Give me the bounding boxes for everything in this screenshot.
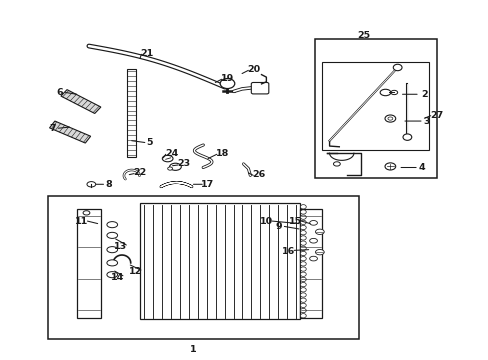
Ellipse shape: [379, 89, 390, 96]
Ellipse shape: [300, 246, 305, 251]
Ellipse shape: [300, 267, 305, 271]
Ellipse shape: [300, 236, 305, 240]
Ellipse shape: [300, 210, 305, 214]
Ellipse shape: [315, 229, 324, 234]
Ellipse shape: [384, 163, 395, 170]
Ellipse shape: [300, 220, 305, 225]
Bar: [126, 69, 135, 157]
Text: 27: 27: [429, 111, 442, 120]
Ellipse shape: [300, 272, 305, 276]
Ellipse shape: [300, 262, 305, 266]
Ellipse shape: [300, 303, 305, 307]
Ellipse shape: [107, 272, 117, 278]
Ellipse shape: [300, 257, 305, 261]
Ellipse shape: [107, 247, 117, 253]
Text: 22: 22: [133, 168, 146, 177]
Bar: [77, 208, 101, 318]
FancyBboxPatch shape: [251, 82, 268, 94]
Text: 2: 2: [420, 90, 427, 99]
Ellipse shape: [107, 260, 117, 266]
Text: 23: 23: [177, 159, 190, 168]
Ellipse shape: [300, 277, 305, 282]
Ellipse shape: [300, 288, 305, 292]
Ellipse shape: [300, 241, 305, 245]
Ellipse shape: [315, 249, 324, 255]
Ellipse shape: [402, 134, 411, 140]
Ellipse shape: [107, 222, 117, 228]
Polygon shape: [61, 90, 101, 113]
Text: 12: 12: [128, 267, 142, 276]
Text: 6: 6: [56, 88, 63, 97]
Bar: [322, 62, 428, 150]
Ellipse shape: [300, 231, 305, 235]
Ellipse shape: [220, 78, 234, 89]
Text: 25: 25: [356, 31, 369, 40]
Text: 16: 16: [281, 247, 294, 256]
Bar: [47, 196, 358, 339]
Text: 26: 26: [252, 170, 265, 179]
Ellipse shape: [309, 221, 317, 225]
Ellipse shape: [300, 225, 305, 230]
Ellipse shape: [387, 117, 392, 120]
Ellipse shape: [384, 115, 395, 122]
Text: 11: 11: [75, 217, 88, 226]
Text: 1: 1: [190, 345, 196, 354]
Text: 18: 18: [216, 149, 229, 158]
Ellipse shape: [300, 283, 305, 287]
Ellipse shape: [300, 298, 305, 302]
Text: 3: 3: [423, 117, 429, 126]
Ellipse shape: [83, 211, 90, 215]
Ellipse shape: [309, 256, 317, 261]
Ellipse shape: [169, 163, 181, 170]
Ellipse shape: [300, 293, 305, 297]
Bar: [300, 208, 322, 318]
Ellipse shape: [300, 204, 305, 209]
Text: 21: 21: [141, 49, 154, 58]
Text: 4: 4: [418, 163, 425, 172]
Ellipse shape: [309, 238, 317, 243]
Ellipse shape: [300, 309, 305, 313]
Ellipse shape: [300, 215, 305, 219]
Text: 24: 24: [164, 149, 178, 158]
Ellipse shape: [333, 162, 340, 166]
Ellipse shape: [392, 64, 401, 71]
Text: 15: 15: [288, 217, 302, 226]
Polygon shape: [49, 121, 90, 143]
Bar: [140, 203, 300, 319]
Ellipse shape: [107, 232, 117, 238]
Bar: [314, 39, 436, 178]
Ellipse shape: [390, 90, 397, 95]
Text: 5: 5: [146, 138, 153, 147]
Ellipse shape: [162, 156, 173, 162]
Text: 17: 17: [201, 180, 214, 189]
Ellipse shape: [87, 181, 96, 187]
Text: 20: 20: [247, 65, 260, 74]
Text: 10: 10: [259, 217, 272, 226]
Ellipse shape: [167, 167, 172, 170]
Text: 19: 19: [221, 74, 234, 83]
Ellipse shape: [300, 251, 305, 256]
Text: 7: 7: [49, 124, 56, 133]
Ellipse shape: [300, 314, 305, 318]
Text: 14: 14: [110, 273, 123, 282]
Text: 8: 8: [105, 180, 111, 189]
Text: 13: 13: [114, 242, 127, 251]
Text: 9: 9: [275, 222, 281, 231]
